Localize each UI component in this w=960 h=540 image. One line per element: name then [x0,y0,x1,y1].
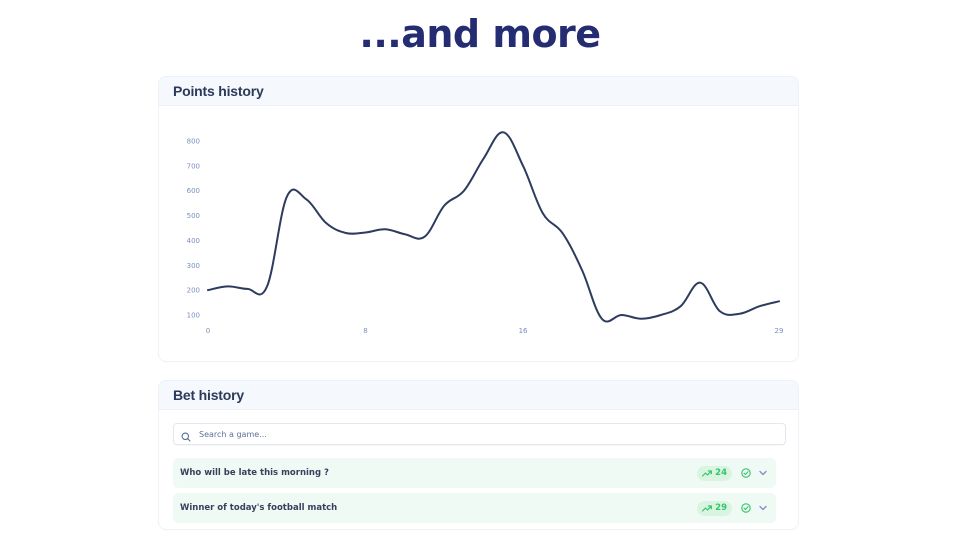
y-axis-tick: 200 [187,287,200,295]
chevron-down-icon[interactable] [759,470,767,476]
x-axis-tick: 29 [775,327,784,335]
y-axis-tick: 700 [187,162,200,170]
bet-history-header: Bet history [159,381,798,410]
points-line [207,131,780,323]
check-circle-icon [741,468,751,478]
page-headline: ...and more [359,12,601,56]
points-history-card: Points history 100 200 300 400 500 600 700 800 0… [158,76,799,362]
check-circle-icon [741,503,751,513]
points-history-header: Points history [159,77,798,106]
y-axis-tick: 800 [187,138,200,146]
search-box[interactable] [173,423,786,445]
bet-title: Winner of today's football match [180,503,338,513]
chevron-down-icon[interactable] [759,505,767,511]
bet-history-card: Bet history Who will be late this mornin… [158,380,799,530]
y-axis-tick: 100 [187,312,200,320]
x-axis-tick: 16 [519,327,528,335]
trending-up-icon [702,469,713,477]
y-axis-tick: 500 [187,212,200,220]
line-chart: 100 200 300 400 500 600 700 800 0 8 16 29 [187,131,784,335]
search-input[interactable] [199,429,759,439]
points-value: 29 [715,503,727,513]
y-axis-tick: 400 [187,237,200,245]
y-axis-tick: 300 [187,262,200,270]
trending-up-icon [702,504,713,512]
x-axis-tick: 0 [206,327,210,335]
points-history-chart: 100 200 300 400 500 600 700 800 0 8 16 29 [159,107,798,361]
bet-row[interactable]: Who will be late this morning ? 24 [173,458,776,488]
bet-title: Who will be late this morning ? [180,468,329,478]
points-history-title: Points history [173,83,264,99]
y-axis-tick: 600 [187,187,200,195]
points-badge: 24 [697,465,732,481]
points-badge: 29 [697,500,732,516]
bet-row[interactable]: Winner of today's football match 29 [173,493,776,523]
points-value: 24 [715,468,727,478]
x-axis-tick: 8 [363,327,367,335]
search-icon [181,429,191,442]
bet-history-title: Bet history [173,387,244,403]
